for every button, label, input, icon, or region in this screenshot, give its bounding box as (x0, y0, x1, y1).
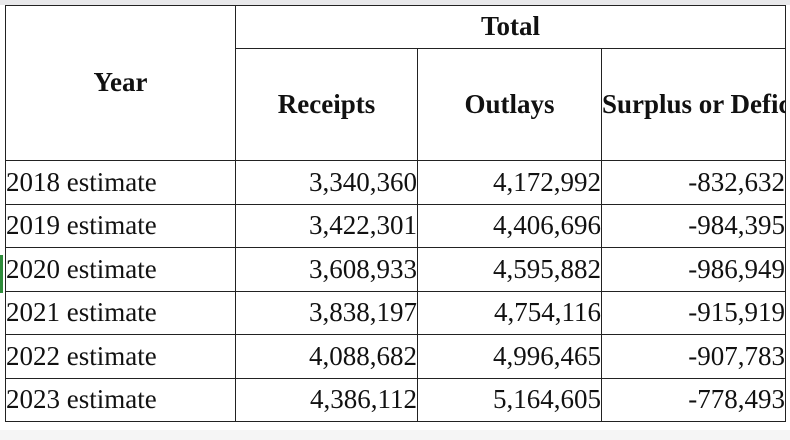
year-cell[interactable]: 2019 estimate (5, 203, 236, 248)
outlays-header[interactable]: Outlays (417, 48, 602, 161)
surplus-cell[interactable]: -986,949 (600, 247, 787, 292)
budget-table: Year Total Receipts Outlays Surplus or D… (5, 5, 787, 422)
receipts-cell[interactable]: 4,088,682 (235, 334, 418, 379)
outlays-cell[interactable]: 4,595,882 (417, 247, 602, 292)
table-row: 2021 estimate 3,838,197 4,754,116 -915,9… (5, 290, 787, 335)
receipts-cell[interactable]: 3,340,360 (235, 160, 418, 205)
total-group-header[interactable]: Total (234, 5, 787, 49)
outlays-cell[interactable]: 4,754,116 (417, 290, 602, 335)
receipts-cell[interactable]: 4,386,112 (235, 377, 418, 422)
table-row: 2019 estimate 3,422,301 4,406,696 -984,3… (5, 203, 787, 248)
surplus-cell[interactable]: -778,493 (600, 377, 787, 422)
spreadsheet-top-band (0, 0, 790, 5)
receipts-cell[interactable]: 3,608,933 (235, 247, 418, 292)
table-row: 2023 estimate 4,386,112 5,164,605 -778,4… (5, 377, 787, 422)
spreadsheet-bottom-area (0, 430, 790, 440)
year-cell[interactable]: 2018 estimate (5, 160, 236, 205)
receipts-cell[interactable]: 3,838,197 (235, 290, 418, 335)
header-row-sub: Receipts Outlays Surplus or Deficit (-) (6, 48, 787, 161)
receipts-cell[interactable]: 3,422,301 (235, 203, 418, 248)
outlays-cell[interactable]: 4,172,992 (417, 160, 602, 205)
surplus-deficit-header[interactable]: Surplus or Deficit (-) (600, 48, 787, 161)
year-cell[interactable]: 2023 estimate (5, 377, 236, 422)
surplus-cell[interactable]: -832,632 (600, 160, 787, 205)
surplus-cell[interactable]: -915,919 (600, 290, 787, 335)
outlays-cell[interactable]: 5,164,605 (417, 377, 602, 422)
row-selection-marker (0, 255, 3, 293)
year-header[interactable]: Year (5, 5, 236, 161)
year-cell[interactable]: 2020 estimate (5, 247, 236, 292)
header-row-top: Year Total (5, 5, 787, 161)
table-row: 2020 estimate 3,608,933 4,595,882 -986,9… (5, 247, 787, 292)
table-row: 2022 estimate 4,088,682 4,996,465 -907,7… (5, 334, 787, 379)
outlays-cell[interactable]: 4,996,465 (417, 334, 602, 379)
surplus-cell[interactable]: -984,395 (600, 203, 787, 248)
receipts-header[interactable]: Receipts (235, 48, 418, 161)
year-cell[interactable]: 2021 estimate (5, 290, 236, 335)
table-row: 2018 estimate 3,340,360 4,172,992 -832,6… (5, 160, 787, 205)
outlays-cell[interactable]: 4,406,696 (417, 203, 602, 248)
surplus-cell[interactable]: -907,783 (600, 334, 787, 379)
year-cell[interactable]: 2022 estimate (5, 334, 236, 379)
